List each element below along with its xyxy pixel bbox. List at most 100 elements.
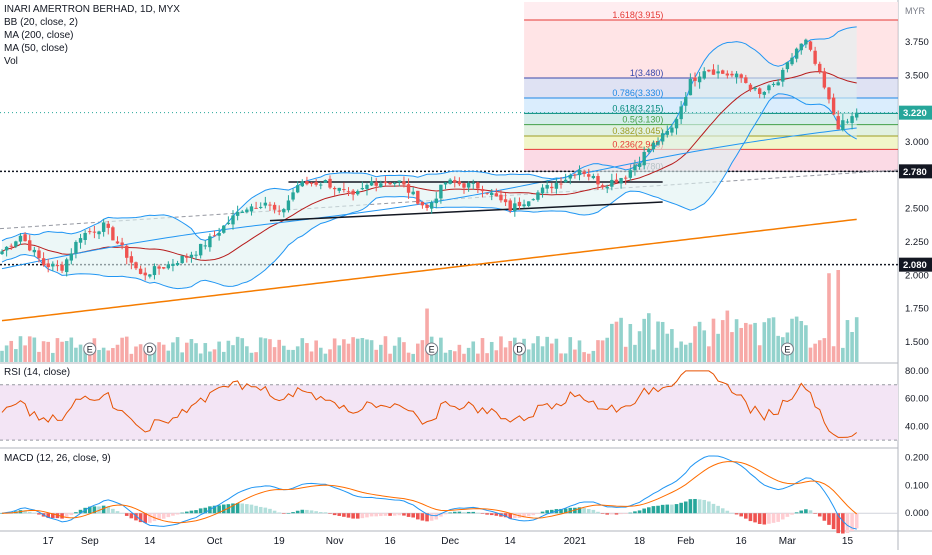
macd-legend[interactable]: MACD (12, 26, close, 9) [4, 453, 111, 464]
candle-body [628, 170, 633, 178]
event-marker-label-4: E [784, 345, 790, 355]
macd-hist-bar [277, 512, 281, 514]
volume-bar [739, 327, 743, 362]
candle-body [111, 227, 115, 241]
candle-body [166, 264, 171, 269]
volume-bar [817, 340, 822, 362]
volume-bar [531, 343, 536, 362]
macd-hist-bar [462, 512, 466, 514]
event-marker-label-0: E [87, 345, 93, 355]
volume-bar [586, 353, 591, 362]
candle-body [222, 225, 226, 233]
volume-bar [619, 317, 623, 362]
candle-body [337, 187, 341, 191]
volume-bar [628, 324, 633, 362]
volume-bar [526, 349, 531, 362]
fib-label-6: 0.236(2.945) [612, 139, 663, 149]
price-tick-7: 1.500 [905, 337, 929, 348]
candle-body [540, 187, 545, 194]
legend-vol[interactable]: Vol [4, 56, 18, 67]
volume-bar [730, 332, 734, 362]
macd-hist-bar [171, 513, 175, 516]
volume-bar [702, 330, 707, 362]
macd-tick-1: 0.100 [905, 480, 929, 491]
macd-hist-bar [212, 505, 217, 514]
candle-body [379, 183, 383, 188]
volume-bar [185, 342, 189, 362]
volume-bar [693, 326, 697, 362]
candle-body [88, 231, 92, 233]
volume-bar [212, 349, 217, 362]
candle-body [69, 253, 73, 261]
candle-body [4, 246, 9, 251]
legend-ma50[interactable]: MA (50, close) [4, 43, 68, 54]
volume-bar [480, 338, 485, 362]
macd-hist-bar [452, 511, 457, 514]
candle-body [563, 179, 568, 183]
macd-hist-bar [494, 513, 499, 516]
volume-bar [226, 340, 231, 362]
candle-body [508, 200, 512, 211]
time-label-1: Sep [81, 536, 99, 547]
bb-lower [1, 93, 857, 290]
volume-bar [827, 273, 831, 362]
volume-bar [434, 349, 439, 362]
volume-bar [577, 340, 582, 362]
candle-body [453, 180, 457, 183]
macd-hist-bar [134, 513, 138, 521]
macd-hist-bar [596, 511, 600, 514]
fib-label-0: 1.618(3.915) [612, 10, 663, 20]
candle-body [633, 165, 637, 171]
candle-body [619, 177, 623, 184]
volume-bar [337, 345, 342, 362]
candle-body [41, 258, 46, 266]
macd-hist-bar [591, 509, 596, 514]
candle-body [674, 118, 679, 129]
candle-body [416, 190, 420, 204]
macd-hist-bar [683, 501, 688, 514]
candle-body [411, 191, 415, 195]
rsi-legend[interactable]: RSI (14, close) [4, 367, 71, 378]
macd-hist-bar [416, 513, 420, 520]
candle-body [92, 231, 97, 233]
volume-bar [416, 343, 420, 362]
volume-bar [462, 353, 466, 362]
candle-body [443, 182, 448, 185]
macd-hist-bar [434, 513, 439, 520]
candle-body [476, 182, 480, 189]
volume-bar [272, 347, 277, 362]
volume-bar [762, 322, 767, 362]
volume-bar [291, 349, 295, 362]
time-label-9: 2021 [564, 536, 587, 547]
time-label-4: 19 [274, 536, 286, 547]
candle-body [78, 238, 83, 243]
macd-hist-bar [674, 504, 679, 514]
candle-body [721, 70, 725, 74]
volume-bar [175, 337, 180, 362]
legend-bb[interactable]: BB (20, close, 2) [4, 17, 78, 28]
candle-body [730, 73, 734, 76]
fib-zone-top [524, 2, 898, 20]
macd-hist-bar [87, 506, 92, 514]
volume-bar [69, 337, 74, 362]
macd-hist-bar [762, 513, 767, 525]
macd-hist-bar [185, 511, 189, 514]
volume-bar [822, 338, 827, 362]
candle-body [841, 120, 845, 130]
candle-body [134, 262, 138, 269]
macd-hist-bar [323, 512, 328, 514]
candle-body [748, 84, 753, 90]
candle-body [702, 71, 706, 79]
macd-hist-bar [748, 513, 753, 522]
candle-body [185, 256, 189, 258]
level-tag-0: 2.780 [903, 167, 927, 178]
volume-bar [411, 353, 415, 362]
candle-body [522, 204, 526, 207]
candle-body [531, 199, 535, 201]
volume-bar [101, 347, 106, 362]
volume-bar [87, 352, 92, 362]
macd-hist-bar [55, 513, 60, 519]
legend-ma200[interactable]: MA (200, close) [4, 30, 74, 41]
volume-bar [688, 342, 693, 362]
